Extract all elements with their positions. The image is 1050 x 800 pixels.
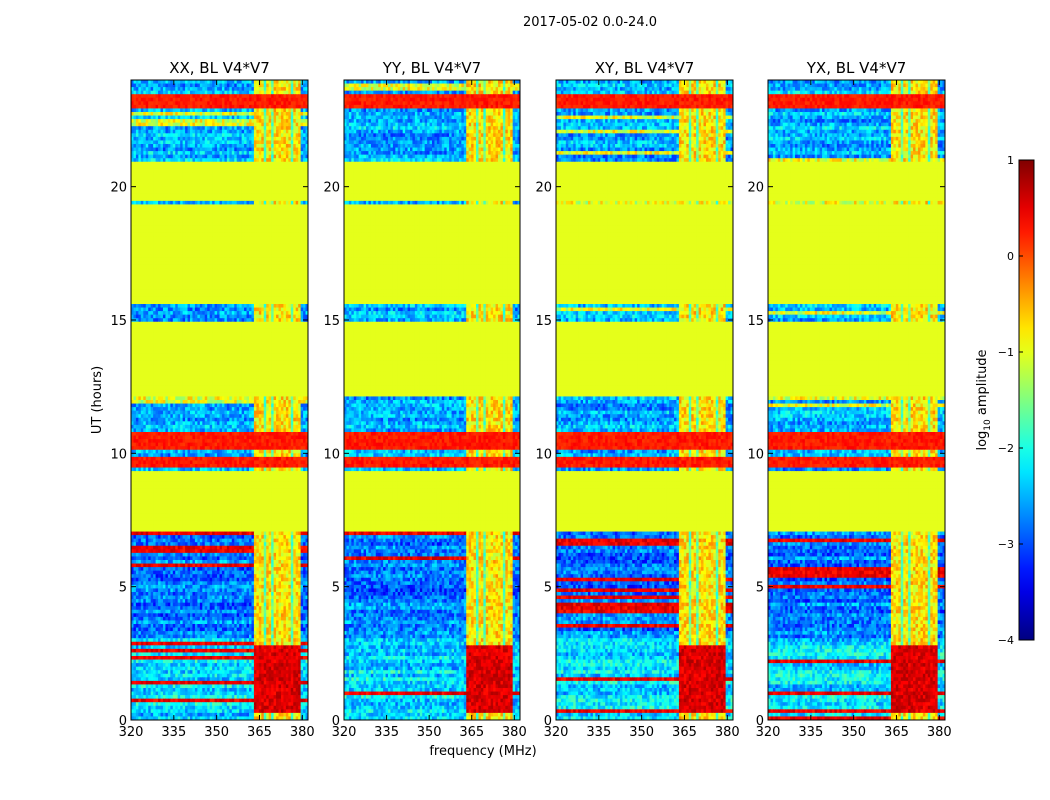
x-tick-label: 335 [586,725,611,740]
y-tick-label: 10 [747,447,764,462]
x-tick-label: 365 [459,725,484,740]
figure-title: 2017-05-02 0.0-24.0 [523,15,657,30]
y-tick-label: 10 [110,447,127,462]
y-tick-label: 0 [544,714,552,729]
x-tick-label: 320 [332,725,357,740]
y-tick-label: 15 [747,314,764,329]
colorbar-tick-label: 1 [1007,154,1014,167]
panel-1: XX, BL V4*V7 320 335 350 365 380 0 5 10 15 20 [110,59,314,740]
axes-frame-3 [555,79,734,721]
x-tick-label: 320 [544,725,569,740]
panel-title-1: XX, BL V4*V7 [169,59,270,77]
x-tick-label: 365 [884,725,909,740]
colorbar-tick-label: −2 [998,442,1014,455]
y-tick-label: 20 [535,181,552,196]
x-tick-label: 350 [629,725,654,740]
heatmap-image-1 [131,80,308,720]
x-tick-label: 335 [798,725,823,740]
y-tick-label: 5 [119,581,127,596]
colorbar-label: log10 amplitude [975,349,993,450]
heatmap-image-3 [556,80,733,720]
y-tick-label: 5 [756,581,764,596]
y-tick-label: 20 [110,181,127,196]
panel-title-3: XY, BL V4*V7 [595,59,695,77]
y-tick-label: 10 [323,447,340,462]
x-tick-label: 365 [247,725,272,740]
x-tick-label: 380 [502,725,527,740]
x-tick-label: 380 [715,725,740,740]
axes-frame-1 [130,79,309,721]
colorbar: 1 0 −1 −2 −3 −4 [998,154,1035,647]
y-tick-label: 0 [756,714,764,729]
panel-3: XY, BL V4*V7 320 335 350 365 380 0 5 10 15 20 [535,59,739,740]
x-tick-label: 380 [290,725,315,740]
x-tick-label: 320 [756,725,781,740]
y-tick-label: 5 [544,581,552,596]
x-tick-label: 335 [374,725,399,740]
colorbar-tick-label: −3 [998,538,1014,551]
panel-4: YX, BL V4*V7 320 335 350 365 380 0 5 10 15 20 [747,59,951,740]
heatmap-image-4 [768,80,945,720]
x-tick-label: 335 [161,725,186,740]
x-tick-label: 350 [204,725,229,740]
axes-frame-4 [767,79,946,721]
y-tick-label: 15 [535,314,552,329]
y-tick-label: 0 [332,714,340,729]
y-tick-label: 20 [323,181,340,196]
y-axis-label: UT (hours) [90,366,105,434]
y-tick-label: 15 [110,314,127,329]
colorbar-tick-label: −1 [998,346,1014,359]
x-axis-label: frequency (MHz) [429,744,536,759]
x-tick-label: 365 [672,725,697,740]
x-tick-label: 350 [417,725,442,740]
heatmap-image-2 [344,80,520,720]
colorbar-gradient [1018,159,1035,641]
axes-frame-2 [343,79,521,721]
x-tick-label: 380 [927,725,952,740]
y-tick-label: 0 [119,714,127,729]
panel-2: YY, BL V4*V7 320 335 350 365 380 0 5 10 15 20 [323,59,526,740]
y-tick-label: 20 [747,181,764,196]
panel-title-4: YX, BL V4*V7 [806,59,907,77]
panel-title-2: YY, BL V4*V7 [382,59,481,77]
y-tick-label: 10 [535,447,552,462]
y-tick-label: 15 [323,314,340,329]
y-tick-label: 5 [332,581,340,596]
x-tick-label: 320 [119,725,144,740]
colorbar-tick-label: −4 [998,634,1014,647]
x-tick-label: 350 [841,725,866,740]
colorbar-tick-label: 0 [1007,250,1014,263]
